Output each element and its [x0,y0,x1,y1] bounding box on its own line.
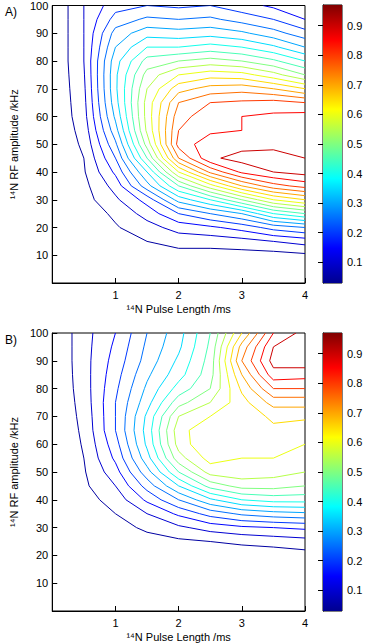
svg-text:¹⁴N RF amplitude /kHz: ¹⁴N RF amplitude /kHz [8,417,20,527]
svg-text:80: 80 [36,55,48,67]
svg-text:3: 3 [239,289,245,301]
svg-text:40: 40 [36,166,48,178]
svg-text:50: 50 [36,466,48,478]
svg-text:20: 20 [36,222,48,234]
svg-text:2: 2 [176,617,182,629]
svg-text:100: 100 [30,0,48,12]
svg-text:0.4: 0.4 [347,168,362,180]
svg-text:0.7: 0.7 [347,79,362,91]
svg-text:0.3: 0.3 [347,525,362,537]
svg-text:10: 10 [36,249,48,261]
svg-text:¹⁴N RF amplitude /kHz: ¹⁴N RF amplitude /kHz [8,89,20,199]
svg-text:0.2: 0.2 [347,555,362,567]
svg-text:30: 30 [36,522,48,534]
svg-text:0.1: 0.1 [347,256,362,268]
svg-text:0.9: 0.9 [347,20,362,32]
svg-text:20: 20 [36,549,48,561]
svg-text:70: 70 [36,83,48,95]
svg-text:0.7: 0.7 [347,407,362,419]
svg-text:1: 1 [112,289,118,301]
svg-text:0.6: 0.6 [347,436,362,448]
svg-text:2: 2 [176,289,182,301]
svg-text:0.1: 0.1 [347,584,362,596]
svg-text:0.5: 0.5 [347,138,362,150]
svg-text:0.8: 0.8 [347,49,362,61]
svg-text:60: 60 [36,111,48,123]
svg-text:100: 100 [30,327,48,339]
svg-text:3: 3 [239,617,245,629]
svg-text:90: 90 [36,355,48,367]
svg-text:0.8: 0.8 [347,377,362,389]
svg-text:60: 60 [36,438,48,450]
svg-text:A): A) [5,5,17,19]
svg-text:B): B) [5,333,17,347]
svg-text:10: 10 [36,577,48,589]
svg-text:0.4: 0.4 [347,496,362,508]
svg-text:¹⁴N Pulse Length /ms: ¹⁴N Pulse Length /ms [126,303,231,315]
svg-text:70: 70 [36,410,48,422]
svg-text:0.6: 0.6 [347,108,362,120]
svg-text:0.2: 0.2 [347,227,362,239]
svg-text:4: 4 [302,617,308,629]
svg-text:80: 80 [36,383,48,395]
svg-text:30: 30 [36,194,48,206]
svg-text:0.5: 0.5 [347,466,362,478]
svg-text:40: 40 [36,494,48,506]
svg-text:50: 50 [36,138,48,150]
svg-text:1: 1 [112,617,118,629]
svg-text:4: 4 [302,289,308,301]
svg-text:¹⁴N Pulse Length /ms: ¹⁴N Pulse Length /ms [126,631,231,643]
svg-text:90: 90 [36,27,48,39]
svg-text:0.9: 0.9 [347,348,362,360]
svg-text:0.3: 0.3 [347,197,362,209]
